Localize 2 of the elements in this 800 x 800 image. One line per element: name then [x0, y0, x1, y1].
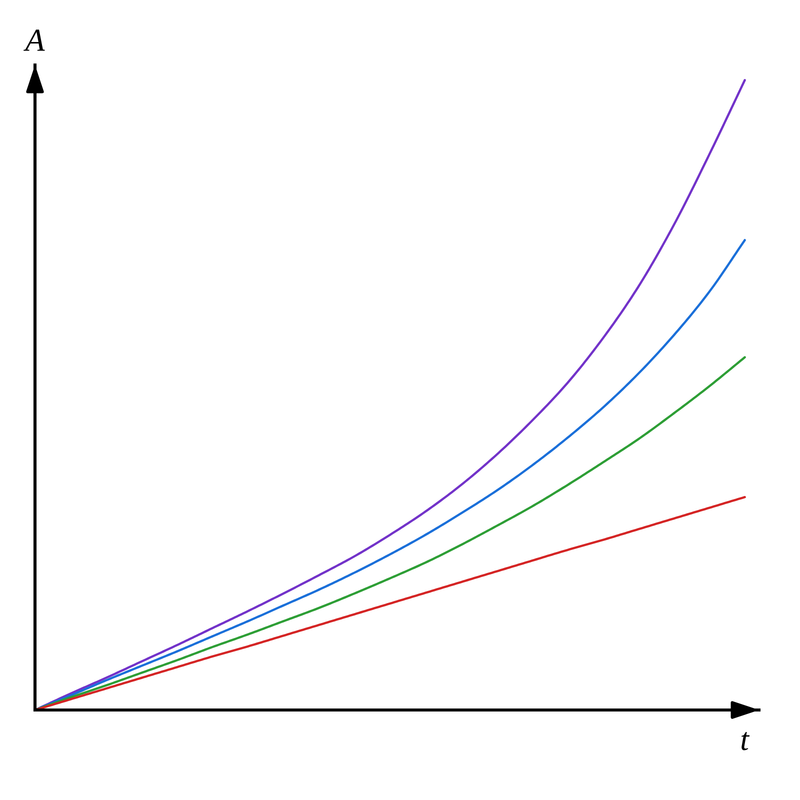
- x-axis-title: t: [741, 732, 750, 750]
- y-axis-title: A: [24, 30, 45, 51]
